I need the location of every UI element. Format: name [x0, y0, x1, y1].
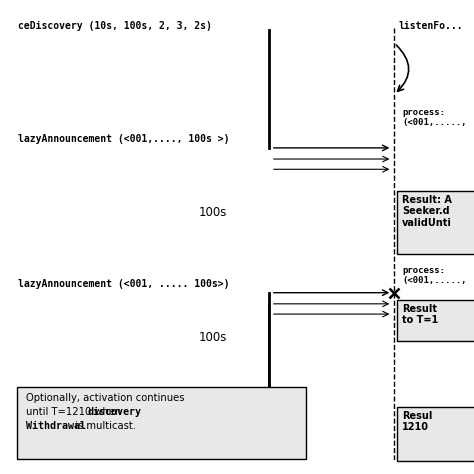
Text: until T=1210 when: until T=1210 when	[26, 407, 125, 417]
FancyBboxPatch shape	[397, 300, 474, 341]
Text: Withdrawal: Withdrawal	[26, 421, 86, 431]
FancyBboxPatch shape	[397, 191, 474, 254]
FancyBboxPatch shape	[17, 387, 306, 459]
Text: Result: A
Seeker.d
validUnti: Result: A Seeker.d validUnti	[402, 195, 452, 228]
Text: 100s: 100s	[199, 331, 228, 344]
Text: is multicast.: is multicast.	[72, 421, 136, 431]
Text: process:
(<001,.....,: process: (<001,.....,	[402, 266, 467, 285]
Text: ceDiscovery (10s, 100s, 2, 3, 2s): ceDiscovery (10s, 100s, 2, 3, 2s)	[18, 21, 212, 31]
Text: Result
to T=1: Result to T=1	[402, 304, 438, 326]
Text: listenFo...: listenFo...	[398, 21, 463, 31]
Text: discovery: discovery	[88, 407, 142, 417]
Text: lazyAnnouncement (<001, ..... 100s>): lazyAnnouncement (<001, ..... 100s>)	[18, 279, 229, 289]
Text: Optionally, activation continues: Optionally, activation continues	[26, 393, 184, 403]
Text: lazyAnnouncement (<001,...., 100s >): lazyAnnouncement (<001,...., 100s >)	[18, 134, 229, 144]
FancyBboxPatch shape	[397, 407, 474, 461]
Text: 100s: 100s	[199, 206, 228, 219]
Text: process:
(<001,.....,: process: (<001,.....,	[402, 108, 467, 127]
Text: Resul
1210: Resul 1210	[402, 411, 433, 432]
